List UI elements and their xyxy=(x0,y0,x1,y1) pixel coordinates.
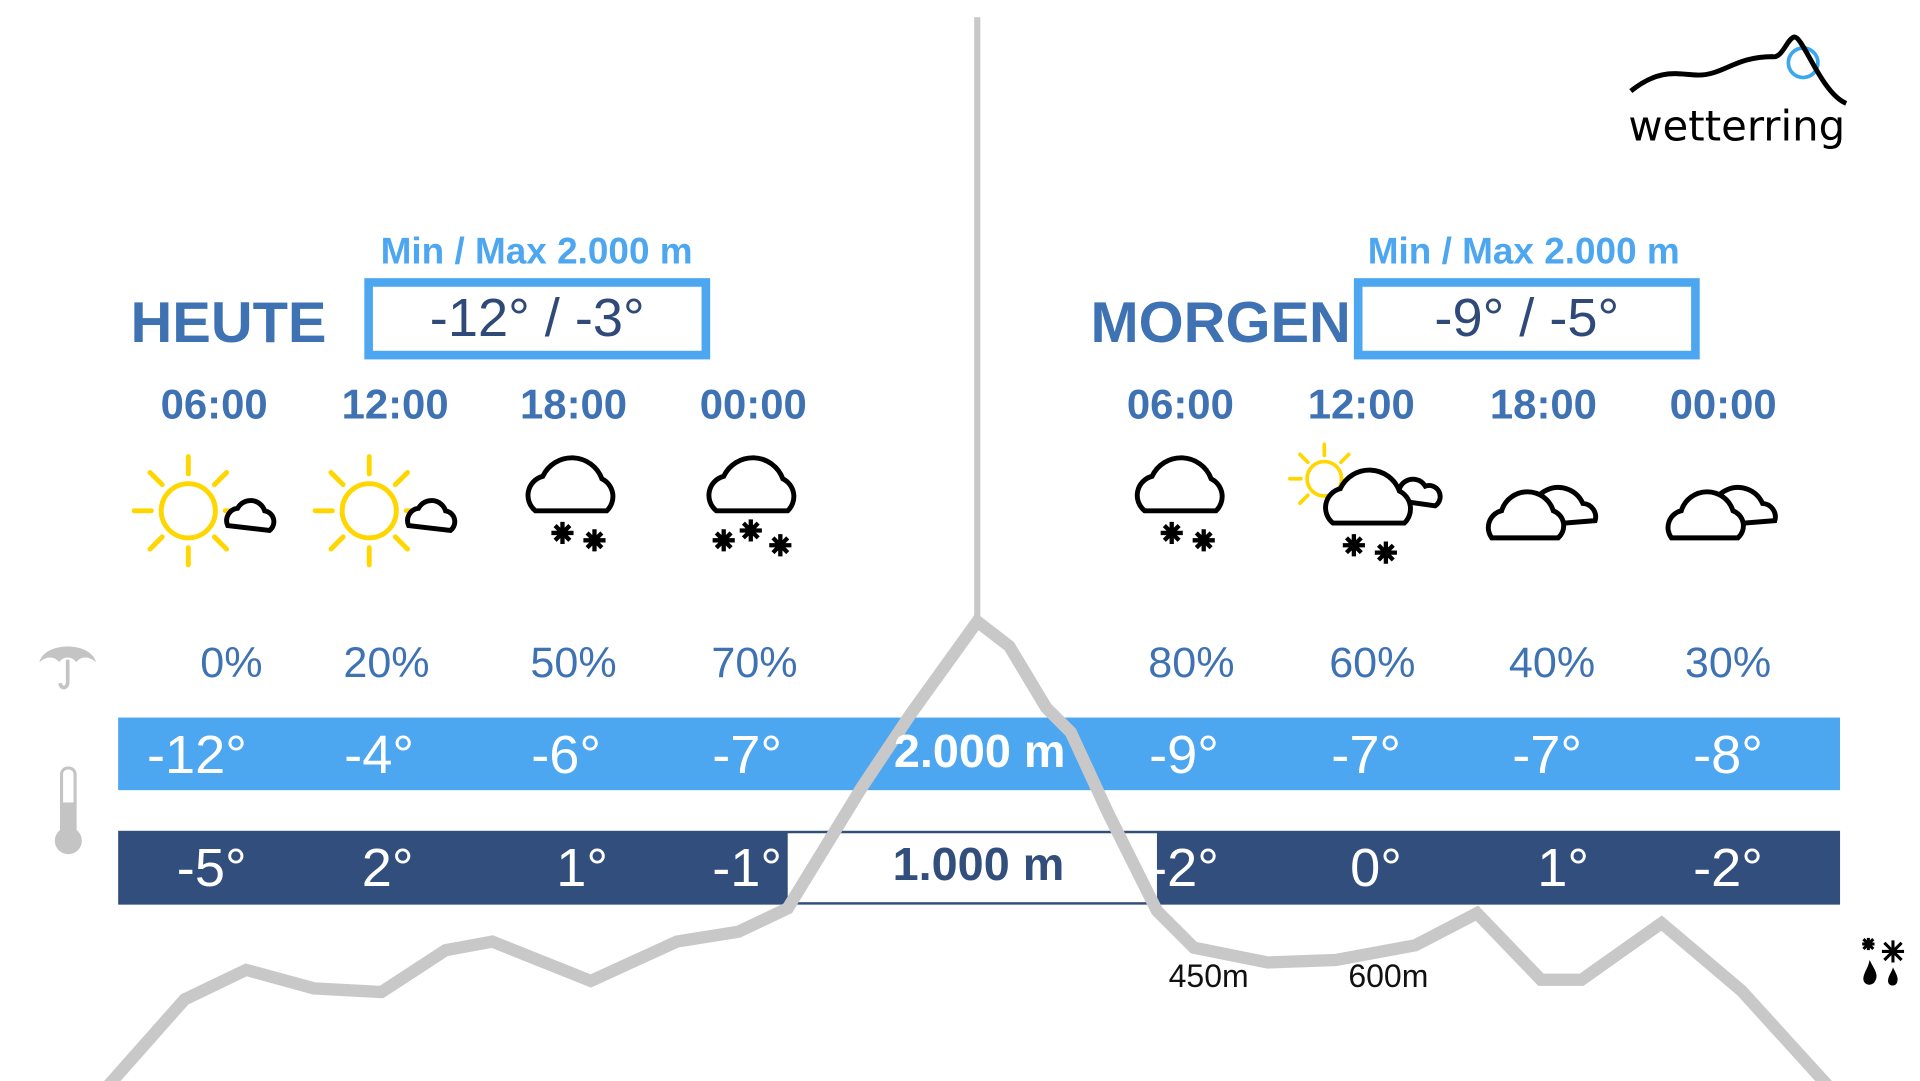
tomorrow-minmax-label: Min / Max 2.000 m xyxy=(1367,231,1680,273)
today-range-box: -12° / -3° xyxy=(364,278,711,360)
precip-chance: 40% xyxy=(1508,638,1596,687)
clouds-icon xyxy=(1665,485,1778,541)
temp-1000m: 2° xyxy=(361,838,414,899)
time-label: 12:00 xyxy=(341,381,449,429)
cloud-snow-icon xyxy=(1134,455,1225,552)
wetterring-logo: wetterring xyxy=(1625,32,1853,155)
tomorrow-range-box: -9° / -5° xyxy=(1353,278,1700,360)
temp-2000m: -12° xyxy=(146,724,247,786)
precip-chance: 70% xyxy=(711,638,798,687)
temp-2000m: -7° xyxy=(1512,724,1583,786)
elevation-2000-label: 2.000 m xyxy=(893,726,1066,778)
thermometer-icon xyxy=(54,766,82,855)
temp-1000m: -1° xyxy=(712,838,783,899)
temp-1000m: -5° xyxy=(176,838,247,899)
precip-chance: 50% xyxy=(530,638,617,687)
umbrella-icon xyxy=(39,646,97,690)
temp-1000m: -2° xyxy=(1693,838,1763,899)
today-minmax-label: Min / Max 2.000 m xyxy=(380,231,693,273)
time-label: 00:00 xyxy=(699,381,807,429)
sun-cloud-icon xyxy=(131,454,277,568)
temp-1000m: 1° xyxy=(1537,838,1590,899)
today-label: HEUTE xyxy=(130,289,327,355)
precip-chance: 0% xyxy=(200,638,263,687)
temp-1000m: -2° xyxy=(1149,838,1219,899)
time-label: 06:00 xyxy=(1126,381,1234,429)
tomorrow-label: MORGEN xyxy=(1090,289,1351,355)
snow-rain-icon xyxy=(1862,937,1905,986)
temp-2000m: -7° xyxy=(712,724,783,786)
precip-chance: 80% xyxy=(1148,638,1235,687)
time-label: 06:00 xyxy=(160,381,268,429)
precip-chance: 30% xyxy=(1684,638,1772,687)
time-label: 18:00 xyxy=(1489,381,1597,429)
time-label: 00:00 xyxy=(1669,381,1777,429)
cloud-heavy-snow-icon xyxy=(706,455,797,557)
snowline-value: 600m xyxy=(1348,957,1429,995)
temp-2000m: -6° xyxy=(531,724,602,786)
elevation-1000-label: 1.000 m xyxy=(892,839,1065,892)
clouds-icon xyxy=(1485,485,1599,541)
snowline-value: 450m xyxy=(1168,957,1249,995)
tomorrow-range: -9° / -5° xyxy=(1434,288,1620,349)
sun-cloud-snow-icon xyxy=(1288,442,1443,564)
svg-text:wetterring: wetterring xyxy=(1628,101,1845,150)
temp-1000m: 1° xyxy=(556,838,609,899)
today-range: -12° / -3° xyxy=(429,288,645,349)
sun-cloud-icon xyxy=(312,454,458,568)
temp-2000m: -8° xyxy=(1693,724,1763,786)
precip-chance: 20% xyxy=(343,638,430,687)
cloud-snow-icon xyxy=(525,455,616,552)
temp-2000m: -4° xyxy=(344,724,414,786)
time-label: 18:00 xyxy=(520,381,628,429)
temp-2000m: -9° xyxy=(1149,724,1219,786)
precip-chance: 60% xyxy=(1329,638,1416,687)
time-label: 12:00 xyxy=(1307,381,1415,429)
temp-1000m: 0° xyxy=(1350,838,1402,899)
temp-2000m: -7° xyxy=(1331,724,1402,786)
